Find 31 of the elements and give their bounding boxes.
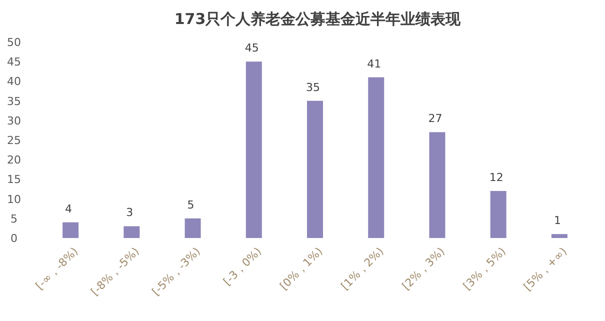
y-tick-label: 0 [10,232,18,245]
y-tick-label: 25 [7,134,21,147]
bar [184,218,201,238]
x-tick-label: [-3，0%) [220,244,264,288]
y-tick-label: 45 [7,56,21,69]
data-label: 4 [65,202,72,216]
data-label: 41 [367,57,382,70]
y-tick-label: 10 [7,192,21,206]
bar [246,62,262,238]
y-tick-label: 50 [7,36,21,49]
data-label: 3 [126,206,134,220]
data-label: 45 [244,42,259,55]
chart-title: 173只个人养老金公募基金近半年业绩表现 [174,10,462,28]
data-label: 12 [489,170,504,184]
bar [124,226,140,238]
y-tick-label: 20 [7,154,21,167]
data-label: 27 [428,112,442,126]
data-label: 5 [187,198,194,212]
y-tick-label: 40 [7,75,21,88]
bar [62,222,79,238]
y-tick-label: 15 [7,173,21,186]
y-tick-label: 5 [10,212,18,226]
data-label: 1 [554,214,561,228]
bar [429,132,446,238]
bar [490,190,506,238]
y-tick-label: 30 [7,114,21,128]
bar [307,100,323,238]
bar [551,234,568,238]
data-label: 35 [306,80,320,94]
y-tick-label: 35 [7,94,21,108]
bar [368,77,384,238]
